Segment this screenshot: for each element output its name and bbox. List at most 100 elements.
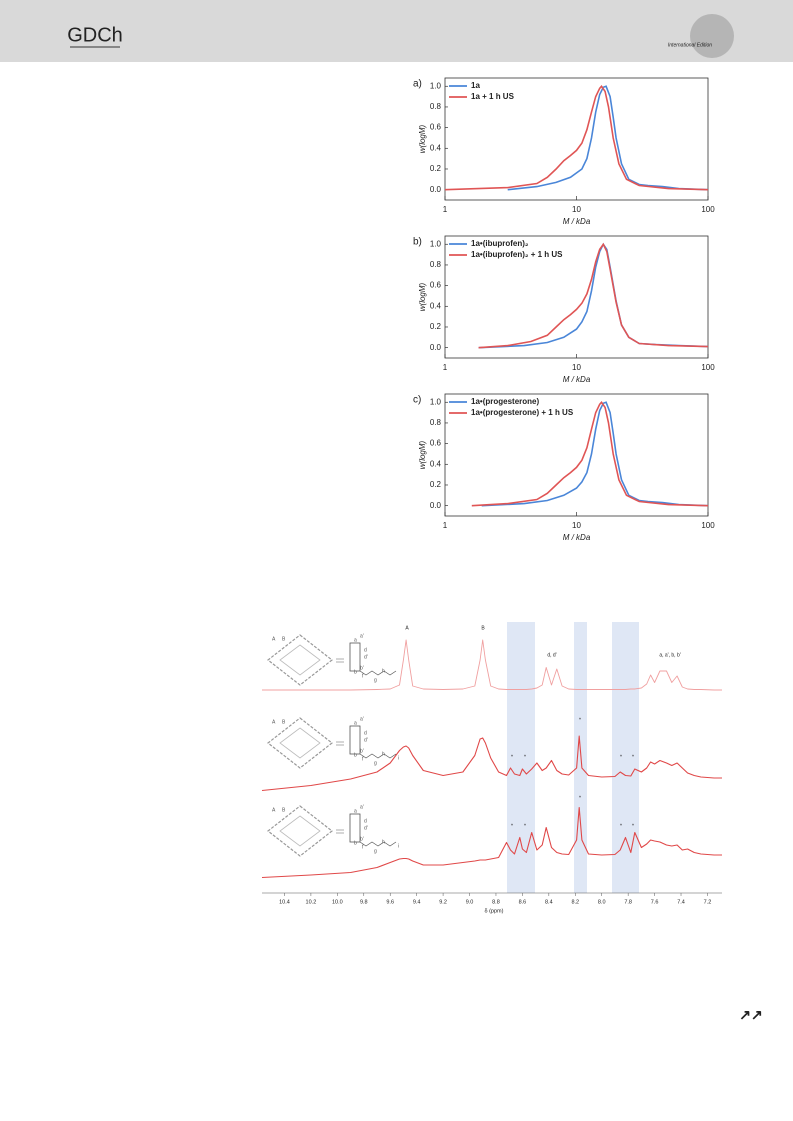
structure-label: d': [364, 825, 368, 831]
structure-label: A: [272, 719, 276, 725]
y-tick-label: 0.6: [430, 281, 442, 290]
legend-label: 1a•(ibuprofen)₂: [471, 239, 529, 248]
x-tick-label: 1: [443, 521, 448, 530]
structure-label: a': [360, 804, 364, 810]
x-tick-label: 9.2: [439, 899, 447, 905]
structure-label: f: [362, 844, 364, 850]
spectrum-trace: [261, 735, 722, 792]
logo: GDCh: [67, 24, 123, 46]
x-tick-label: 100: [701, 205, 715, 214]
x-tick-label: 100: [701, 521, 715, 530]
x-tick-label: 10: [572, 205, 581, 214]
macrocycle-sketch: [267, 717, 333, 769]
structure-label: d': [364, 737, 368, 743]
peak-annotation: *: [511, 823, 513, 829]
x-tick-label: 100: [701, 363, 715, 372]
y-tick-label: 0.6: [430, 123, 442, 132]
chain-sketch: [359, 670, 397, 676]
series-line: [471, 401, 709, 507]
chain-sketch: [359, 841, 397, 847]
y-tick-label: 1.0: [430, 397, 442, 406]
structure-label: B: [282, 719, 286, 725]
structure-label: a: [354, 808, 357, 814]
y-tick-label: 0.2: [430, 480, 442, 489]
structure-label: h: [382, 751, 385, 757]
structure-label: B: [282, 636, 286, 642]
structure-label: A: [272, 807, 276, 813]
structure-label: h: [382, 839, 385, 845]
ring-sketch: [349, 725, 361, 755]
structure-label: a: [354, 637, 357, 643]
x-axis-label: M / kDa: [563, 375, 591, 384]
structure-label: f: [362, 756, 364, 762]
structure-label: b: [354, 669, 357, 675]
ring-sketch: [349, 642, 361, 672]
series-line: [507, 85, 709, 191]
y-tick-label: 0.4: [430, 459, 442, 468]
x-tick-label: 8.6: [519, 899, 527, 905]
structure-label: g: [374, 677, 377, 683]
header-bar: [0, 0, 793, 62]
x-tick-label: 1: [443, 363, 448, 372]
y-tick-label: 0.2: [430, 164, 442, 173]
structure-label: h: [382, 668, 385, 674]
x-axis-label: δ (ppm): [485, 908, 504, 914]
y-tick-label: 0.4: [430, 143, 442, 152]
x-tick-label: 9.4: [413, 899, 421, 905]
x-tick-label: 8.2: [571, 899, 579, 905]
structure-label: d: [364, 730, 367, 736]
x-tick-label: 8.0: [598, 899, 606, 905]
legend-label: 1a•(ibuprofen)₂ + 1 h US: [471, 250, 563, 259]
series-line: [444, 85, 709, 191]
legend-label: 1a•(progesterone) + 1 h US: [471, 408, 574, 417]
structure-label: g: [374, 848, 377, 854]
y-tick-label: 0.0: [430, 185, 442, 194]
nav-arrows[interactable]: ↗↗: [739, 1007, 762, 1023]
series-line: [481, 401, 709, 507]
y-tick-label: 0.2: [430, 322, 442, 331]
legend-label: 1a + 1 h US: [471, 92, 515, 101]
peak-annotation: *: [524, 823, 526, 829]
y-tick-label: 1.0: [430, 239, 442, 248]
peak-annotation: *: [579, 795, 581, 801]
x-tick-label: 8.8: [492, 899, 500, 905]
panel-label: b): [413, 237, 422, 248]
macrocycle-sketch: [267, 805, 333, 857]
macrocycle-sketch: [267, 634, 333, 686]
y-axis-label: w(logM): [418, 124, 427, 153]
y-tick-label: 0.6: [430, 439, 442, 448]
macrocycle-inner: [279, 727, 321, 759]
edition: International Edition: [668, 42, 712, 48]
structure-label: b: [354, 752, 357, 758]
structure-label: b': [360, 665, 364, 671]
x-tick-label: 7.8: [624, 899, 632, 905]
structure-label: a': [360, 633, 364, 639]
panel-label: c): [413, 395, 421, 406]
legend-label: 1a: [471, 81, 480, 90]
x-tick-label: 7.4: [677, 899, 685, 905]
x-tick-label: 10: [572, 521, 581, 530]
x-tick-label: 10: [572, 363, 581, 372]
peak-annotation: d, d': [547, 652, 556, 658]
chain-sketch: [359, 753, 397, 759]
structure-label: d': [364, 654, 368, 660]
x-tick-label: 8.4: [545, 899, 553, 905]
y-tick-label: 0.4: [430, 301, 442, 310]
spectrum-trace: [261, 806, 722, 879]
peak-annotation: B: [481, 625, 485, 631]
y-axis-label: w(logM): [418, 440, 427, 469]
y-tick-label: 0.0: [430, 343, 442, 352]
structure-label: i: [398, 843, 399, 849]
structure-label: f: [362, 673, 364, 679]
x-tick-label: 9.6: [386, 899, 394, 905]
structure-label: b: [354, 840, 357, 846]
y-axis-label: w(logM): [418, 282, 427, 311]
y-tick-label: 0.8: [430, 260, 442, 269]
structure-label: d: [364, 647, 367, 653]
peak-annotation: *: [511, 754, 513, 760]
x-tick-label: 1: [443, 205, 448, 214]
x-tick-label: 9.8: [360, 899, 368, 905]
panel-label: a): [413, 79, 422, 90]
